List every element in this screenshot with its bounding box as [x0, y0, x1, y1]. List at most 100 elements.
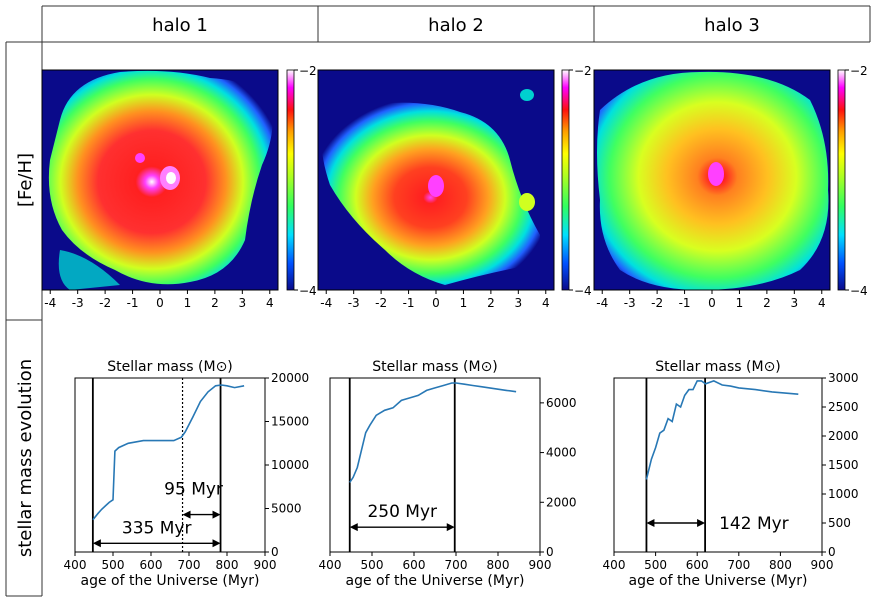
interval-arrow-head — [446, 523, 455, 532]
y-tick-label: 500 — [828, 516, 851, 530]
x-tick-label: -1 — [679, 296, 691, 310]
y-tick-label: 20000 — [271, 371, 309, 385]
x-tick-label: -3 — [624, 296, 636, 310]
interval-arrow-head — [349, 523, 358, 532]
x-tick-label: 700 — [178, 558, 201, 572]
x-tick-label: -4 — [44, 296, 56, 310]
interval-arrow-head — [92, 539, 101, 548]
x-tick-label: 600 — [403, 558, 426, 572]
x-axis-label: age of the Universe (Myr) — [346, 573, 525, 589]
x-tick-label: -2 — [375, 296, 387, 310]
y-tick-label: 1500 — [828, 458, 859, 472]
stellar-mass-line — [349, 382, 517, 483]
y-tick-label: 0 — [828, 545, 836, 559]
interval-arrow-head — [646, 519, 655, 527]
x-tick-label: -1 — [127, 296, 139, 310]
row-label-stellar-mass: stellar mass evolution — [15, 359, 36, 557]
stellar-mass-chart-halo-2: Stellar mass (M⊙) age of the Universe (My… — [319, 359, 577, 589]
stellar-mass-line — [92, 384, 245, 521]
x-tick-label: 1 — [460, 296, 468, 310]
y-tick-label: 2000 — [828, 429, 859, 443]
x-tick-label: 700 — [727, 558, 750, 572]
x-tick-label: 2 — [211, 296, 219, 310]
chart-title: Stellar mass (M⊙) — [107, 359, 233, 375]
y-tick-label: 10000 — [271, 458, 309, 472]
chart-title: Stellar mass (M⊙) — [655, 359, 781, 375]
x-tick-label: 900 — [529, 558, 552, 572]
x-tick-label: 3 — [239, 296, 247, 310]
x-tick-label: -3 — [348, 296, 360, 310]
x-tick-label: 1 — [184, 296, 192, 310]
table-grid — [5, 5, 871, 597]
heatmap-halo-3 — [594, 70, 830, 290]
stellar-mass-chart-halo-3: Stellar mass (M⊙) age of the Universe (My… — [603, 359, 859, 589]
x-tick-label: 4 — [266, 296, 274, 310]
y-tick-label: 6000 — [546, 396, 577, 410]
x-tick-label: 400 — [603, 558, 626, 572]
x-tick-label: -4 — [320, 296, 332, 310]
x-tick-label: 600 — [686, 558, 709, 572]
x-tick-label: 600 — [140, 558, 163, 572]
interval-arrow-head — [212, 539, 221, 548]
x-tick-label: 800 — [487, 558, 510, 572]
y-tick-label: 2500 — [828, 400, 859, 414]
y-tick-label: 0 — [271, 545, 279, 559]
x-tick-label: -3 — [72, 296, 84, 310]
y-tick-label: 5000 — [271, 502, 302, 516]
x-tick-label: 2 — [487, 296, 495, 310]
colorbar — [561, 69, 570, 291]
y-tick-label: 4000 — [546, 446, 577, 460]
x-axis-label: age of the Universe (Myr) — [81, 573, 260, 589]
colorbar-min-label: −4 — [574, 284, 592, 298]
x-tick-label: 500 — [644, 558, 667, 572]
colorbar-max-label: −2 — [299, 64, 317, 78]
y-tick-label: 0 — [546, 545, 554, 559]
y-tick-label: 3000 — [828, 371, 859, 385]
interval-label: 250 Myr — [367, 502, 437, 522]
colorbar — [837, 69, 846, 291]
stellar-mass-chart-halo-1: Stellar mass (M⊙) age of the Universe (My… — [64, 359, 310, 589]
x-axis-label: age of the Universe (Myr) — [629, 573, 808, 589]
x-tick-label: 400 — [319, 558, 342, 572]
stellar-mass-line — [645, 380, 799, 480]
x-tick-label: 500 — [102, 558, 125, 572]
x-tick-label: -2 — [651, 296, 663, 310]
interval-arrow-head — [212, 510, 221, 519]
x-tick-label: 800 — [769, 558, 792, 572]
x-tick-label: 900 — [254, 558, 277, 572]
x-tick-label: 800 — [216, 558, 239, 572]
interval-label: 95 Myr — [164, 480, 223, 500]
interval-label: 335 Myr — [122, 518, 192, 538]
x-tick-label: -4 — [596, 296, 608, 310]
x-tick-label: 3 — [791, 296, 799, 310]
x-tick-label: -1 — [403, 296, 415, 310]
plot-frame — [613, 377, 823, 553]
colorbar-min-label: −4 — [850, 284, 868, 298]
y-tick-label: 15000 — [271, 415, 309, 429]
x-tick-label: 4 — [542, 296, 550, 310]
x-tick-label: 1 — [736, 296, 744, 310]
x-tick-label: 500 — [361, 558, 384, 572]
x-tick-label: 4 — [818, 296, 826, 310]
interval-label: 142 Myr — [719, 514, 789, 534]
x-tick-label: 3 — [515, 296, 523, 310]
heatmap-halo-1 — [42, 70, 278, 290]
y-tick-label: 2000 — [546, 495, 577, 509]
x-tick-label: 0 — [156, 296, 164, 310]
chart-title: Stellar mass (M⊙) — [372, 359, 498, 375]
colorbar — [286, 69, 295, 291]
heatmap-halo-2 — [318, 70, 554, 290]
colorbar-min-label: −4 — [299, 284, 317, 298]
interval-arrow-head — [697, 519, 706, 527]
x-tick-label: 700 — [445, 558, 468, 572]
x-tick-label: 0 — [708, 296, 716, 310]
colorbar-max-label: −2 — [574, 64, 592, 78]
header-halo-3: halo 3 — [704, 15, 760, 36]
x-tick-label: 900 — [811, 558, 834, 572]
interval-arrow-head — [182, 510, 191, 519]
header-halo-1: halo 1 — [152, 15, 208, 36]
y-tick-label: 1000 — [828, 487, 859, 501]
x-tick-label: 400 — [64, 558, 87, 572]
x-tick-label: 0 — [432, 296, 440, 310]
